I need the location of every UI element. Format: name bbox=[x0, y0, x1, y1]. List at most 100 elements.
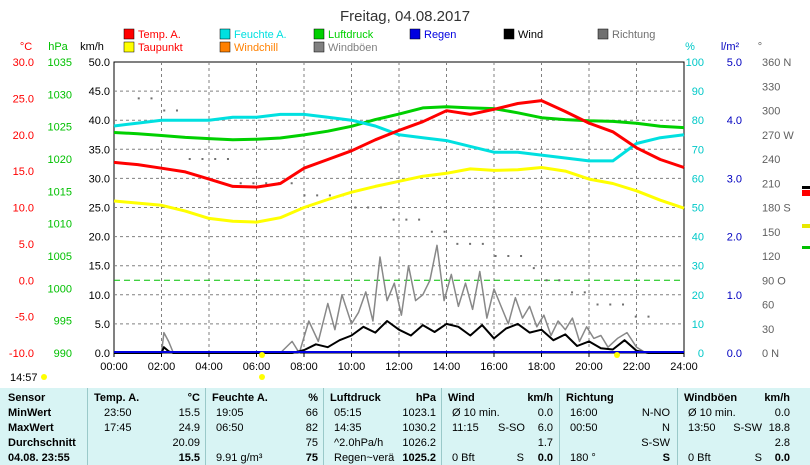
stats-cell: 15.5 bbox=[178, 407, 200, 419]
stats-header: Richtung bbox=[566, 392, 614, 404]
axis-tick-label: 70 bbox=[692, 144, 704, 156]
stats-cell: 0.0 bbox=[774, 407, 790, 419]
legend-label: Regen bbox=[424, 29, 456, 41]
x-tick-label: 24:00 bbox=[670, 361, 698, 373]
axis-tick-label: 995 bbox=[54, 316, 72, 328]
stats-row-label: 04.08. 23:55 bbox=[8, 452, 70, 464]
axis-tick-label: 5.0 bbox=[95, 319, 110, 331]
edge-marker-green bbox=[802, 246, 810, 249]
direction-point bbox=[175, 109, 178, 112]
legend-label: Windböen bbox=[328, 42, 378, 54]
axis-tick-label: 1015 bbox=[48, 186, 72, 198]
stats-cell: N bbox=[662, 422, 670, 434]
stats-cell: N-NO bbox=[641, 407, 670, 419]
stats-header: km/h bbox=[764, 392, 790, 404]
stats-divider bbox=[323, 388, 324, 465]
direction-point bbox=[571, 291, 574, 294]
axis-tick-label: 25.0 bbox=[89, 203, 110, 215]
axis-tick-label: 90 O bbox=[762, 275, 786, 287]
direction-point bbox=[430, 230, 433, 233]
axis-tick-label: 30 bbox=[762, 324, 774, 336]
axis-unit: ° bbox=[758, 41, 762, 53]
axis-tick-label: 35.0 bbox=[89, 144, 110, 156]
stats-header: % bbox=[308, 392, 318, 404]
stats-cell: 19:05 bbox=[216, 407, 244, 419]
chart-title: Freitag, 04.08.2017 bbox=[340, 8, 470, 25]
stats-cell: 1.7 bbox=[537, 437, 553, 449]
stats-cell: 23:50 bbox=[104, 407, 132, 419]
x-tick-label: 18:00 bbox=[528, 361, 556, 373]
axis-tick-label: 0 N bbox=[762, 348, 779, 360]
stats-row-label: MaxWert bbox=[8, 422, 54, 434]
edge-marker-red bbox=[802, 190, 810, 196]
axis-tick-label: 4.0 bbox=[727, 115, 742, 127]
axis-tick-label: 150 bbox=[762, 227, 780, 239]
axis-tick-label: 300 bbox=[762, 106, 780, 118]
stats-cell: 05:15 bbox=[334, 407, 362, 419]
stats-cell: 66 bbox=[305, 407, 318, 419]
axis-tick-label: 20.0 bbox=[89, 232, 110, 244]
stats-table: Sensor Temp. A. °C Feuchte A.% Luftdruck hPa W… bbox=[0, 388, 810, 465]
axis-tick-label: 2.0 bbox=[727, 232, 742, 244]
direction-point bbox=[354, 206, 357, 209]
direction-point bbox=[201, 158, 204, 160]
series-line bbox=[113, 166, 685, 224]
direction-point bbox=[226, 158, 229, 160]
axis-tick-label: 0 bbox=[698, 348, 704, 360]
axis-unit: km/h bbox=[80, 41, 104, 53]
axis-tick-label: 30.0 bbox=[13, 57, 34, 69]
stats-header: Luftdruck bbox=[330, 392, 381, 404]
time-marker-right bbox=[614, 352, 620, 358]
axis-tick-label: 60 bbox=[762, 300, 774, 312]
stats-cell: 15.5 bbox=[178, 452, 200, 464]
legend-swatch bbox=[123, 41, 135, 53]
axis-tick-label: 0.0 bbox=[95, 348, 110, 360]
direction-point bbox=[634, 315, 637, 318]
stats-cell: 1030.2 bbox=[402, 422, 436, 434]
stats-cell: 20.09 bbox=[172, 437, 200, 449]
legend-label: Feuchte A. bbox=[234, 29, 287, 41]
axis-tick-label: 30 bbox=[692, 261, 704, 273]
direction-point bbox=[328, 194, 331, 197]
legend-label: Temp. A. bbox=[138, 29, 181, 41]
direction-point bbox=[545, 279, 548, 282]
direction-point bbox=[265, 182, 268, 185]
legend-swatch bbox=[219, 28, 231, 40]
direction-point bbox=[303, 194, 306, 197]
axis-tick-label: 1000 bbox=[48, 283, 72, 295]
legend-label: Windchill bbox=[234, 42, 278, 54]
axis-tick-label: 1020 bbox=[48, 154, 72, 166]
stats-cell: 75 bbox=[305, 437, 318, 449]
x-axis: 00:00 02:00 04:00 06:00 08:00 10:00 12:00 14:00… bbox=[100, 353, 698, 373]
axis-tick-label: 3.0 bbox=[727, 173, 742, 185]
axis-tick-label: 10.0 bbox=[89, 290, 110, 302]
stats-cell: S bbox=[516, 452, 524, 464]
axis-tick-label: 100 bbox=[686, 57, 704, 69]
stats-cell: 17:45 bbox=[104, 422, 132, 434]
direction-point bbox=[163, 109, 166, 112]
direction-point bbox=[494, 255, 497, 257]
stats-cell: 75 bbox=[305, 452, 318, 464]
series bbox=[113, 97, 685, 354]
axis-tick-label: 120 bbox=[762, 251, 780, 263]
x-tick-label: 14:00 bbox=[433, 361, 461, 373]
stats-header: Wind bbox=[448, 392, 475, 404]
direction-point bbox=[596, 303, 599, 306]
axis-tick-label: 1025 bbox=[48, 122, 72, 134]
stats-cell: 0.0 bbox=[537, 452, 553, 464]
stats-cell: S-SW bbox=[641, 437, 670, 449]
axis-tick-label: 1010 bbox=[48, 219, 72, 231]
axis-tick-label: 0.0 bbox=[727, 348, 742, 360]
axis-tick-label: 15.0 bbox=[13, 166, 34, 178]
stats-cell: 24.9 bbox=[178, 422, 200, 434]
axis-tick-label: 1035 bbox=[48, 57, 72, 69]
axis-tick-label: 40 bbox=[692, 232, 704, 244]
stats-cell: 1026.2 bbox=[402, 437, 436, 449]
stats-row-label: MinWert bbox=[8, 407, 52, 419]
legend-label: Wind bbox=[518, 29, 543, 41]
stats-cell: S bbox=[754, 452, 762, 464]
axis-tick-label: -5.0 bbox=[15, 312, 34, 324]
direction-point bbox=[214, 158, 217, 160]
stats-cell: 00:50 bbox=[570, 422, 598, 434]
direction-point bbox=[367, 206, 370, 209]
